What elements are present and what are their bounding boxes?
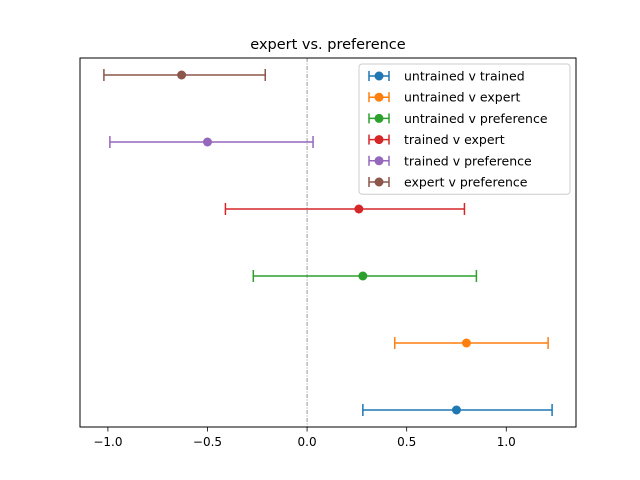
point-marker [177,70,187,80]
series-4 [224,203,466,215]
series-2 [393,337,549,349]
legend-swatch-marker [374,135,384,145]
series-3 [252,270,478,282]
x-tick-label: 0.5 [397,435,416,449]
legend-swatch-marker [374,92,384,102]
plot-area [79,57,577,428]
legend-label: untrained v trained [404,69,525,84]
plot-frame [79,57,577,428]
legend-label: trained v preference [404,153,532,168]
legend-swatch-marker [374,156,384,166]
legend-swatch-marker [374,113,384,123]
legend-entry: trained v preference [368,153,532,168]
legend-label: untrained v expert [404,90,521,105]
point-marker [358,271,368,281]
legend-entry: untrained v expert [368,90,521,105]
x-axis: −1.0 −0.5 0.0 0.5 1.0 [93,427,516,449]
x-tick-label: 0.0 [298,435,317,449]
point-marker [202,137,212,147]
x-tick-label: −0.5 [193,435,222,449]
legend-entry: untrained v preference [368,111,548,126]
legend-entry: trained v expert [368,132,505,147]
legend-swatch-marker [374,177,384,187]
legend-label: untrained v preference [404,111,548,126]
x-tick-label: 1.0 [497,435,516,449]
legend: untrained v trained untrained v expert unt… [358,63,571,195]
legend-entry: expert v preference [368,175,528,190]
legend-box [358,63,571,195]
point-marker [461,338,471,348]
legend-entry: untrained v trained [368,69,525,84]
chart-title: expert vs. preference [250,37,406,53]
point-marker [354,204,364,214]
series-1 [362,404,553,416]
series-6 [103,69,267,81]
legend-swatch-marker [374,71,384,81]
legend-label: trained v expert [404,132,505,147]
legend-label: expert v preference [404,175,528,190]
x-tick-label: −1.0 [93,435,122,449]
point-marker [451,405,461,415]
series-5 [109,136,314,148]
